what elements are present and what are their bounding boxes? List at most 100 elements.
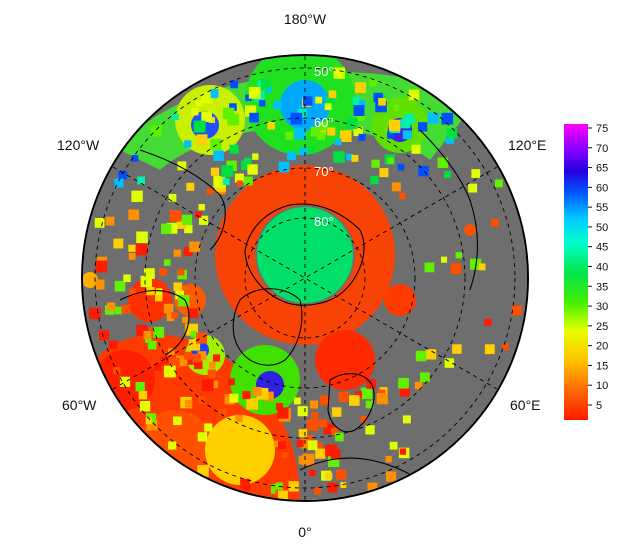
raster-cell [190,330,197,338]
raster-cell [173,416,182,426]
raster-cell [105,216,115,226]
canada-coast [119,289,190,356]
raster-cell [415,350,427,362]
raster-cell [411,144,421,154]
raster-cell [333,151,345,163]
raster-cell [146,419,158,431]
raster-cell [385,456,392,463]
raster-cell [328,90,337,99]
lon-label-60e: 60°E [510,397,541,413]
raster-cell [402,130,412,140]
raster-cell [278,441,286,450]
raster-cell [159,268,167,276]
raster-cell [278,161,290,173]
raster-cell [184,399,193,408]
raster-cell [365,425,375,435]
raster-cell [182,316,189,324]
raster-cell [138,390,148,400]
raster-cell [311,411,319,419]
raster-cell [191,108,199,116]
raster-cell [145,336,152,343]
raster-cell [297,406,308,417]
raster-cell [198,204,205,211]
raster-cell [193,120,206,133]
lon-label-0: 0° [298,524,311,540]
siberia-coast [419,129,479,291]
raster-cell [213,175,226,188]
colorbar-tick-label: 5 [596,400,602,412]
raster-cell [265,86,272,93]
raster-cell [99,330,109,341]
lon-label-60w: 60°W [62,397,97,413]
raster-cell [398,377,409,389]
raster-cell [207,369,216,378]
raster-cell [308,469,316,477]
raster-cell [360,415,368,423]
raster-cell [230,80,238,89]
raster-cell [399,448,407,455]
raster-cell [181,214,193,225]
raster-cell [294,127,306,140]
raster-cell [188,339,201,351]
raster-cell [210,380,218,388]
raster-cell [201,92,213,104]
colorbar-tick-label: 65 [596,163,608,175]
colorbar-tick-label: 50 [596,222,608,234]
raster-cell [94,218,105,228]
meridian-60w-120e [112,166,498,390]
raster-cell [408,89,420,101]
raster-cell [196,134,208,146]
lat-label-80: 80° [314,214,334,229]
raster-cell [177,161,187,171]
lat-label-60: 60° [314,115,334,130]
raster-cell [168,193,177,202]
raster-cell [154,363,162,371]
raster-cell [143,331,152,339]
raster-cell [444,171,452,178]
scandinavia-coast [327,373,375,433]
raster-cell [176,355,187,367]
raster-cell [128,209,139,221]
raster-cell [333,67,345,79]
raster-cell [367,482,378,493]
raster-cell [335,432,344,442]
raster-cell [118,170,128,180]
raster-cell [386,471,397,482]
raster-cell [441,112,454,125]
raster-cell [418,122,428,132]
raster-cell [222,107,235,120]
raster-cell [252,153,259,160]
raster-cell [218,408,227,417]
raster-cell [264,391,274,402]
raster-cell [150,125,162,137]
lon-label-120w: 120°W [57,137,100,153]
raster-cell [210,89,219,97]
raster-cell [148,340,157,350]
raster-cell [107,302,116,311]
raster-cell [243,176,253,186]
raster-cell [397,163,405,171]
raster-cell [346,117,358,129]
raster-cell [213,150,224,161]
colorbar-tick-label: 35 [596,281,608,293]
raster-cell [352,97,361,105]
raster-cell [328,455,340,467]
raster-cell [315,330,375,390]
raster-cell [441,256,448,263]
colorbar-tick-label: 10 [596,380,608,392]
raster-cell [260,79,271,89]
raster-cell [455,252,462,259]
raster-cell [148,326,157,335]
colorbar-tick-label: 20 [596,341,608,353]
raster-cell [425,349,437,360]
raster-cell [169,357,180,369]
raster-cell [325,444,338,457]
raster-cell [349,395,360,406]
raster-cell [135,243,148,256]
raster-cell [184,351,192,360]
raster-cell [281,452,288,458]
raster-cell [184,224,193,234]
raster-cell [310,126,321,137]
raster-cell [304,435,314,445]
